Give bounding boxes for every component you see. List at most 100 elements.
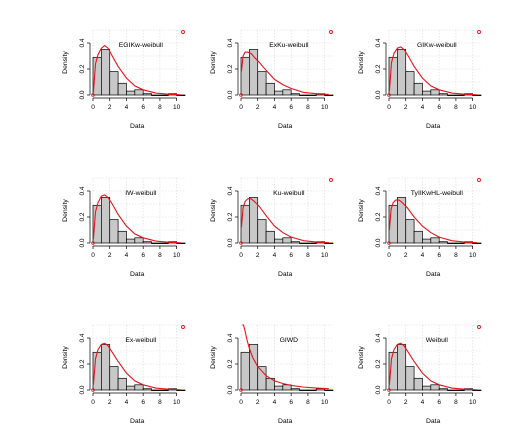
histogram-bar: [142, 388, 152, 391]
density-curve: [240, 198, 329, 244]
histogram-bars: [92, 344, 186, 391]
origin-point: [239, 93, 243, 97]
x-tick-label: 6: [141, 399, 145, 406]
histogram-bar: [240, 204, 250, 244]
x-axis-title: Data: [130, 418, 145, 425]
histogram-bar: [257, 219, 267, 244]
x-tick-label: 4: [273, 399, 277, 406]
x-tick-label: 8: [158, 399, 162, 406]
origin-point: [387, 388, 391, 392]
histogram-bar: [430, 237, 440, 244]
histogram-bar: [290, 388, 300, 391]
histogram-bar: [274, 238, 284, 244]
x-tick-label: 0: [387, 104, 391, 111]
histogram-bar: [422, 385, 432, 391]
y-tick-label: 0.2: [227, 64, 234, 73]
histogram-bar: [151, 242, 161, 244]
x-tick-label: 2: [108, 252, 112, 259]
histogram-bar: [447, 389, 457, 391]
origin-point: [239, 388, 243, 392]
x-tick-label: 10: [173, 399, 181, 406]
histogram-bar: [151, 94, 161, 96]
x-tick-label: 6: [289, 252, 293, 259]
x-axis-title: Data: [278, 271, 293, 278]
y-tick-label: 0.0: [227, 238, 234, 247]
histogram-bar: [413, 377, 423, 391]
chart-panel-9: 0 2 4 6 8 10 0.0 0.2 0.4 Weibull Data Density: [358, 324, 482, 425]
chart-panel-1: 0 2 4 6 8 10 0.0 0.2 0.4 EGIKw-weibull Data Density: [62, 29, 186, 130]
histogram-bar: [438, 93, 448, 96]
y-tick-label: 0.4: [227, 38, 234, 47]
x-tick-label: 4: [125, 399, 129, 406]
x-tick-label: 2: [404, 252, 408, 259]
histogram-bar: [472, 389, 482, 391]
histogram-bar: [413, 82, 423, 96]
chart-panel-3: 0 2 4 6 8 10 0.0 0.2 0.4 GIKw-weibull Data Density: [358, 29, 482, 130]
chart-panel-8: 0 2 4 6 8 10 0.0 0.2 0.4 GIWD Data Density: [210, 324, 334, 425]
x-tick-label: 8: [454, 399, 458, 406]
histogram-bar: [109, 366, 119, 391]
histogram-bar: [101, 49, 111, 96]
x-tick-label: 2: [108, 104, 112, 111]
origin-point: [387, 241, 391, 245]
histogram-bar: [159, 94, 169, 96]
x-tick-label: 2: [256, 104, 260, 111]
x-tick-label: 0: [91, 104, 95, 111]
x-axis-title: Data: [426, 123, 441, 130]
panel-title: Ex-weibull: [125, 337, 156, 344]
histogram-bar: [438, 241, 448, 244]
histogram-bar: [438, 388, 448, 391]
histogram-bar: [274, 385, 284, 391]
histogram-bar: [159, 242, 169, 244]
histogram-bar: [101, 344, 111, 391]
histogram-bars: [240, 344, 334, 391]
y-tick-label: 0.4: [79, 186, 86, 195]
x-tick-label: 4: [125, 252, 129, 259]
x-tick-label: 2: [108, 399, 112, 406]
histogram-bar: [134, 237, 144, 244]
x-tick-label: 8: [158, 104, 162, 111]
histogram-bar: [405, 366, 415, 391]
density-curve: [388, 46, 477, 96]
x-tick-label: 10: [321, 252, 329, 259]
density-curve: [242, 324, 329, 390]
histogram-bar: [117, 230, 127, 244]
x-tick-label: 6: [141, 252, 145, 259]
histogram-bar: [142, 241, 152, 244]
histogram-bar: [430, 384, 440, 391]
y-tick-label: 0.4: [227, 333, 234, 342]
x-axis-title: Data: [130, 123, 145, 130]
x-axis-title: Data: [278, 123, 293, 130]
panel-title: GIKw-weibull: [417, 42, 457, 49]
histogram-bar: [257, 366, 267, 391]
x-tick-label: 4: [273, 252, 277, 259]
histogram-bar: [134, 384, 144, 391]
corner-point: [329, 178, 333, 182]
histogram-bar: [126, 385, 136, 391]
origin-point: [91, 241, 95, 245]
y-tick-label: 0.2: [227, 359, 234, 368]
histogram-bar: [299, 389, 309, 391]
y-tick-label: 0.2: [375, 212, 382, 221]
histogram-bar: [472, 242, 482, 244]
chart-panel-7: 0 2 4 6 8 10 0.0 0.2 0.4 Ex-weibull Data Density: [62, 324, 186, 425]
y-tick-label: 0.4: [79, 38, 86, 47]
y-axis-title: Density: [358, 346, 365, 369]
histogram-bar: [117, 82, 127, 96]
chart-panel-6: 0 2 4 6 8 10 0.0 0.2 0.4 TyIIKwHL-weibull Data Dens…: [358, 177, 482, 278]
corner-point: [181, 30, 185, 34]
y-tick-label: 0.4: [227, 186, 234, 195]
histogram-bars: [388, 49, 482, 96]
histogram-bar: [413, 230, 423, 244]
histogram-bars: [92, 49, 186, 96]
x-tick-label: 6: [437, 252, 441, 259]
histogram-bars: [92, 197, 186, 244]
histogram-bar: [109, 71, 119, 96]
chart-panel-4: 0 2 4 6 8 10 0.0 0.2 0.4 IW-weibull Data Density: [62, 177, 186, 278]
histogram-bar: [151, 389, 161, 391]
origin-point: [387, 93, 391, 97]
density-curve: [388, 199, 477, 244]
histogram-bar: [455, 389, 465, 391]
x-tick-label: 0: [91, 399, 95, 406]
